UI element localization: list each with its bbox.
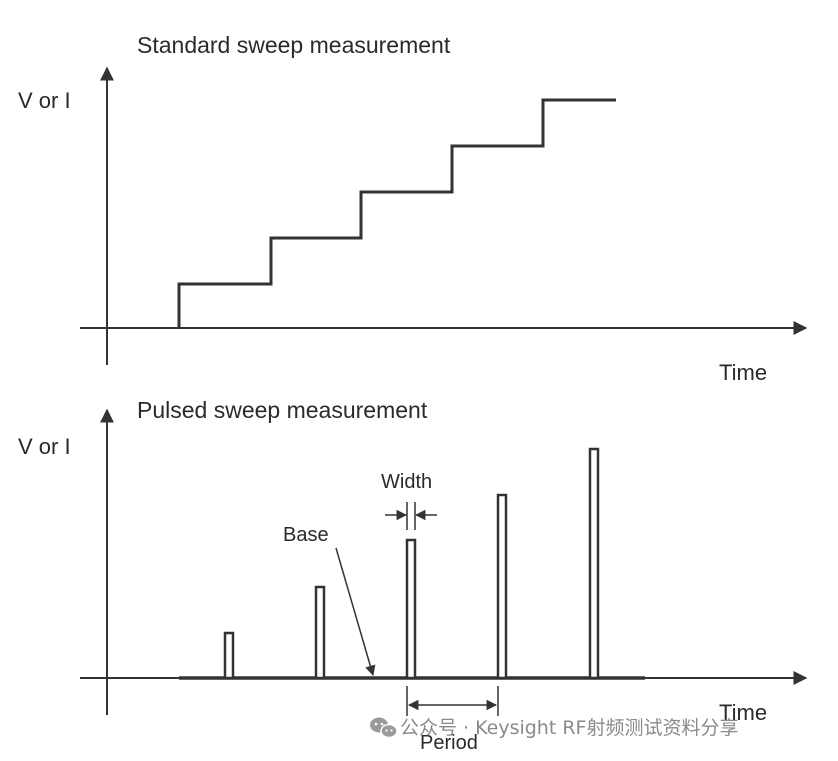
staircase-sweep-waveform bbox=[177, 98, 616, 328]
pulse-1 bbox=[223, 631, 235, 680]
period-label: Period bbox=[420, 732, 478, 754]
top-y-axis-label: V or I bbox=[18, 88, 71, 113]
top-x-axis-label: Time bbox=[719, 360, 767, 385]
top-panel-title: Standard sweep measurement bbox=[137, 32, 451, 58]
pulse-3 bbox=[405, 538, 417, 680]
width-label: Width bbox=[381, 471, 432, 493]
base-pointer-arrow bbox=[335, 547, 376, 677]
bottom-panel-title: Pulsed sweep measurement bbox=[137, 397, 428, 423]
watermark-text: 公众号 · Keysight RF射频测试资料分享 bbox=[400, 717, 738, 739]
pulse-4 bbox=[496, 493, 508, 680]
pulse-5 bbox=[588, 447, 600, 680]
bottom-x-axis-label: Time bbox=[719, 700, 767, 725]
pulse-2 bbox=[314, 585, 326, 680]
base-label: Base bbox=[283, 524, 329, 546]
wechat-icon bbox=[370, 717, 398, 739]
bottom-y-axis-label: V or I bbox=[18, 434, 71, 459]
